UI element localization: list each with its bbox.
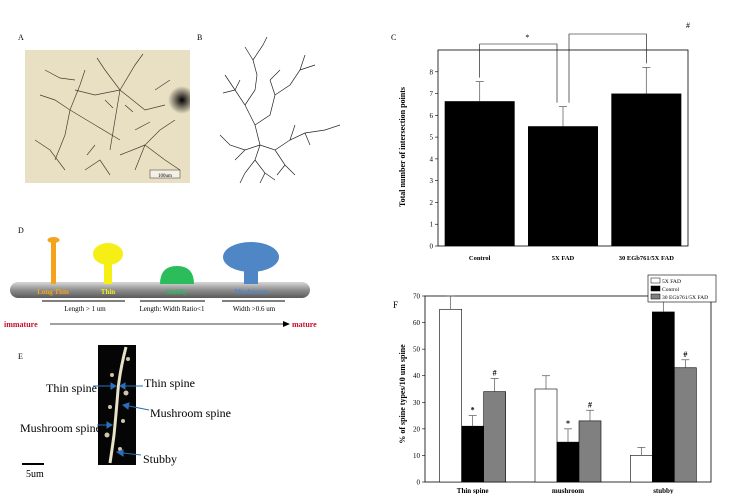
annotation-thin-spine-right: Thin spine <box>144 376 195 390</box>
chart-f-legend-swatch <box>650 285 661 292</box>
chart-f-ytick-label: 0 <box>417 479 421 487</box>
criteria-length: Length > 1 um <box>64 305 106 313</box>
annotation-thin-spine-left: Thin spine <box>46 381 97 395</box>
chart-c-bar <box>444 101 515 246</box>
chart-f-category-label: stubby <box>653 487 674 494</box>
chart-c-bar <box>528 126 598 246</box>
neuron-micrograph: 100um <box>25 50 190 183</box>
stubby-spine-shape <box>160 266 194 284</box>
annotation-stubby: Stubby <box>143 452 178 466</box>
chart-f-bar <box>578 420 602 483</box>
chart-f-bars: *#Thin spine*#mushroom*#stubby <box>439 291 697 494</box>
label-mature: mature <box>292 320 317 329</box>
scale-bar-e <box>22 463 44 465</box>
chart-f-sig-mark: # <box>683 350 687 359</box>
chart-f-ytick-label: 50 <box>413 346 421 354</box>
chart-f-bar <box>461 425 484 483</box>
chart-c-ylabel: Total number of intersection points <box>398 87 407 207</box>
chart-f-ytick-label: 10 <box>413 452 421 460</box>
chart-c-category-label: Control <box>469 255 491 262</box>
label-thin: Thin <box>101 288 116 296</box>
panel-c-label: C <box>391 33 397 42</box>
spine-type-diagram: Long Thin Thin Stubby Mushroom Length > … <box>4 237 317 329</box>
panel-d-label: D <box>18 226 24 235</box>
chart-c-sig-mark-2: # <box>686 21 690 30</box>
chart-c-ytick-label: 6 <box>430 112 434 120</box>
chart-f-legend: 5X FAD Control 30 EGb761/5X FAD <box>647 274 717 303</box>
scale-bar-e-label: 5um <box>26 469 44 480</box>
dendrite-shaft <box>10 282 310 298</box>
chart-f-legend-label: Control <box>662 287 680 293</box>
chart-f-legend-swatch <box>650 293 661 300</box>
chart-f-ylabel: % of spine types/10 um spine <box>398 344 407 444</box>
chart-f-bar <box>674 367 697 483</box>
chart-c-category-label: 30 EGb761/5X FAD <box>619 255 674 262</box>
chart-f-bar <box>483 391 506 483</box>
chart-f-sig-mark: * <box>471 406 475 415</box>
chart-f-bar <box>534 388 558 483</box>
neuron-tracing <box>219 36 341 184</box>
chart-c-category-label: 5X FAD <box>552 255 575 262</box>
chart-c-ytick-label: 4 <box>430 155 434 163</box>
chart-c-ytick-label: 2 <box>430 199 434 207</box>
chart-c-ytick-label: 5 <box>430 134 434 142</box>
golgi-neuron-image: 100um <box>34 53 190 179</box>
chart-f-bar <box>439 308 462 483</box>
criteria-ratio: Length: Width Ratio<1 <box>140 305 205 313</box>
criteria-width: Width >0.6 um <box>233 305 276 313</box>
scale-bar-label: 100um <box>158 174 172 179</box>
chart-f: F % of spine types/10 um spine 0 10 20 30 40… <box>393 274 717 494</box>
chart-f-ytick-label: 40 <box>413 372 421 380</box>
chart-f-ytick-label: 70 <box>413 293 421 301</box>
chart-f-sig-mark: * <box>566 419 570 428</box>
chart-f-ytick-label: 20 <box>413 425 421 433</box>
chart-f-bar <box>630 455 653 483</box>
panel-b-label: B <box>197 33 203 42</box>
chart-c-sig-bracket-2 <box>568 33 647 103</box>
chart-c-ytick-label: 7 <box>430 90 434 98</box>
label-mushroom: Mushroom <box>235 288 268 296</box>
annotation-mushroom-spine-right: Mushroom spine <box>150 406 231 420</box>
annotation-arrows <box>93 382 150 457</box>
chart-c-ytick-label: 3 <box>430 177 434 185</box>
arrow-head-icon <box>283 321 290 327</box>
label-long-thin: Long Thin <box>37 288 69 296</box>
chart-f-sig-mark: # <box>588 400 592 409</box>
chart-f-axis: 0 10 20 30 40 50 60 70 <box>413 293 712 487</box>
chart-f-legend-swatch <box>650 277 661 284</box>
chart-c-sig-mark-1: * <box>525 33 529 42</box>
chart-c-ytick-label: 8 <box>430 68 434 76</box>
label-stubby: Stubby <box>166 288 188 296</box>
chart-c-ytick-label: 1 <box>430 221 434 229</box>
chart-f-ytick-label: 60 <box>413 319 421 327</box>
chart-c-significance: *# <box>479 21 690 103</box>
panel-f-label: F <box>393 300 398 310</box>
label-immature: immature <box>4 320 38 329</box>
chart-f-bar <box>652 311 675 483</box>
chart-c-bars: Control 5X FAD 30 EGb761/5X FAD <box>444 67 682 262</box>
chart-f-category-label: Thin spine <box>457 487 489 494</box>
chart-f-category-label: mushroom <box>552 487 584 494</box>
chart-f-legend-label: 5X FAD <box>662 279 681 285</box>
panel-a-label: A <box>18 33 24 42</box>
annotation-mushroom-spine-left: Mushroom spine <box>20 421 101 435</box>
chart-f-bar <box>556 441 580 483</box>
panel-e-label: E <box>18 352 23 361</box>
chart-c-sig-bracket-1 <box>479 43 558 103</box>
chart-c-ytick-label: 0 <box>430 243 434 251</box>
chart-f-ytick-label: 30 <box>413 399 421 407</box>
chart-c-bar <box>611 93 682 246</box>
spine-micrograph <box>98 345 136 465</box>
chart-c: Total number of intersection points 0 1 2 3… <box>398 21 690 262</box>
thin-spine-shape <box>93 243 123 284</box>
mushroom-spine-shape <box>223 242 279 284</box>
chart-f-sig-mark: # <box>493 368 497 377</box>
long-thin-spine-shape <box>47 237 60 284</box>
chart-f-legend-label: 30 EGb761/5X FAD <box>662 295 708 301</box>
